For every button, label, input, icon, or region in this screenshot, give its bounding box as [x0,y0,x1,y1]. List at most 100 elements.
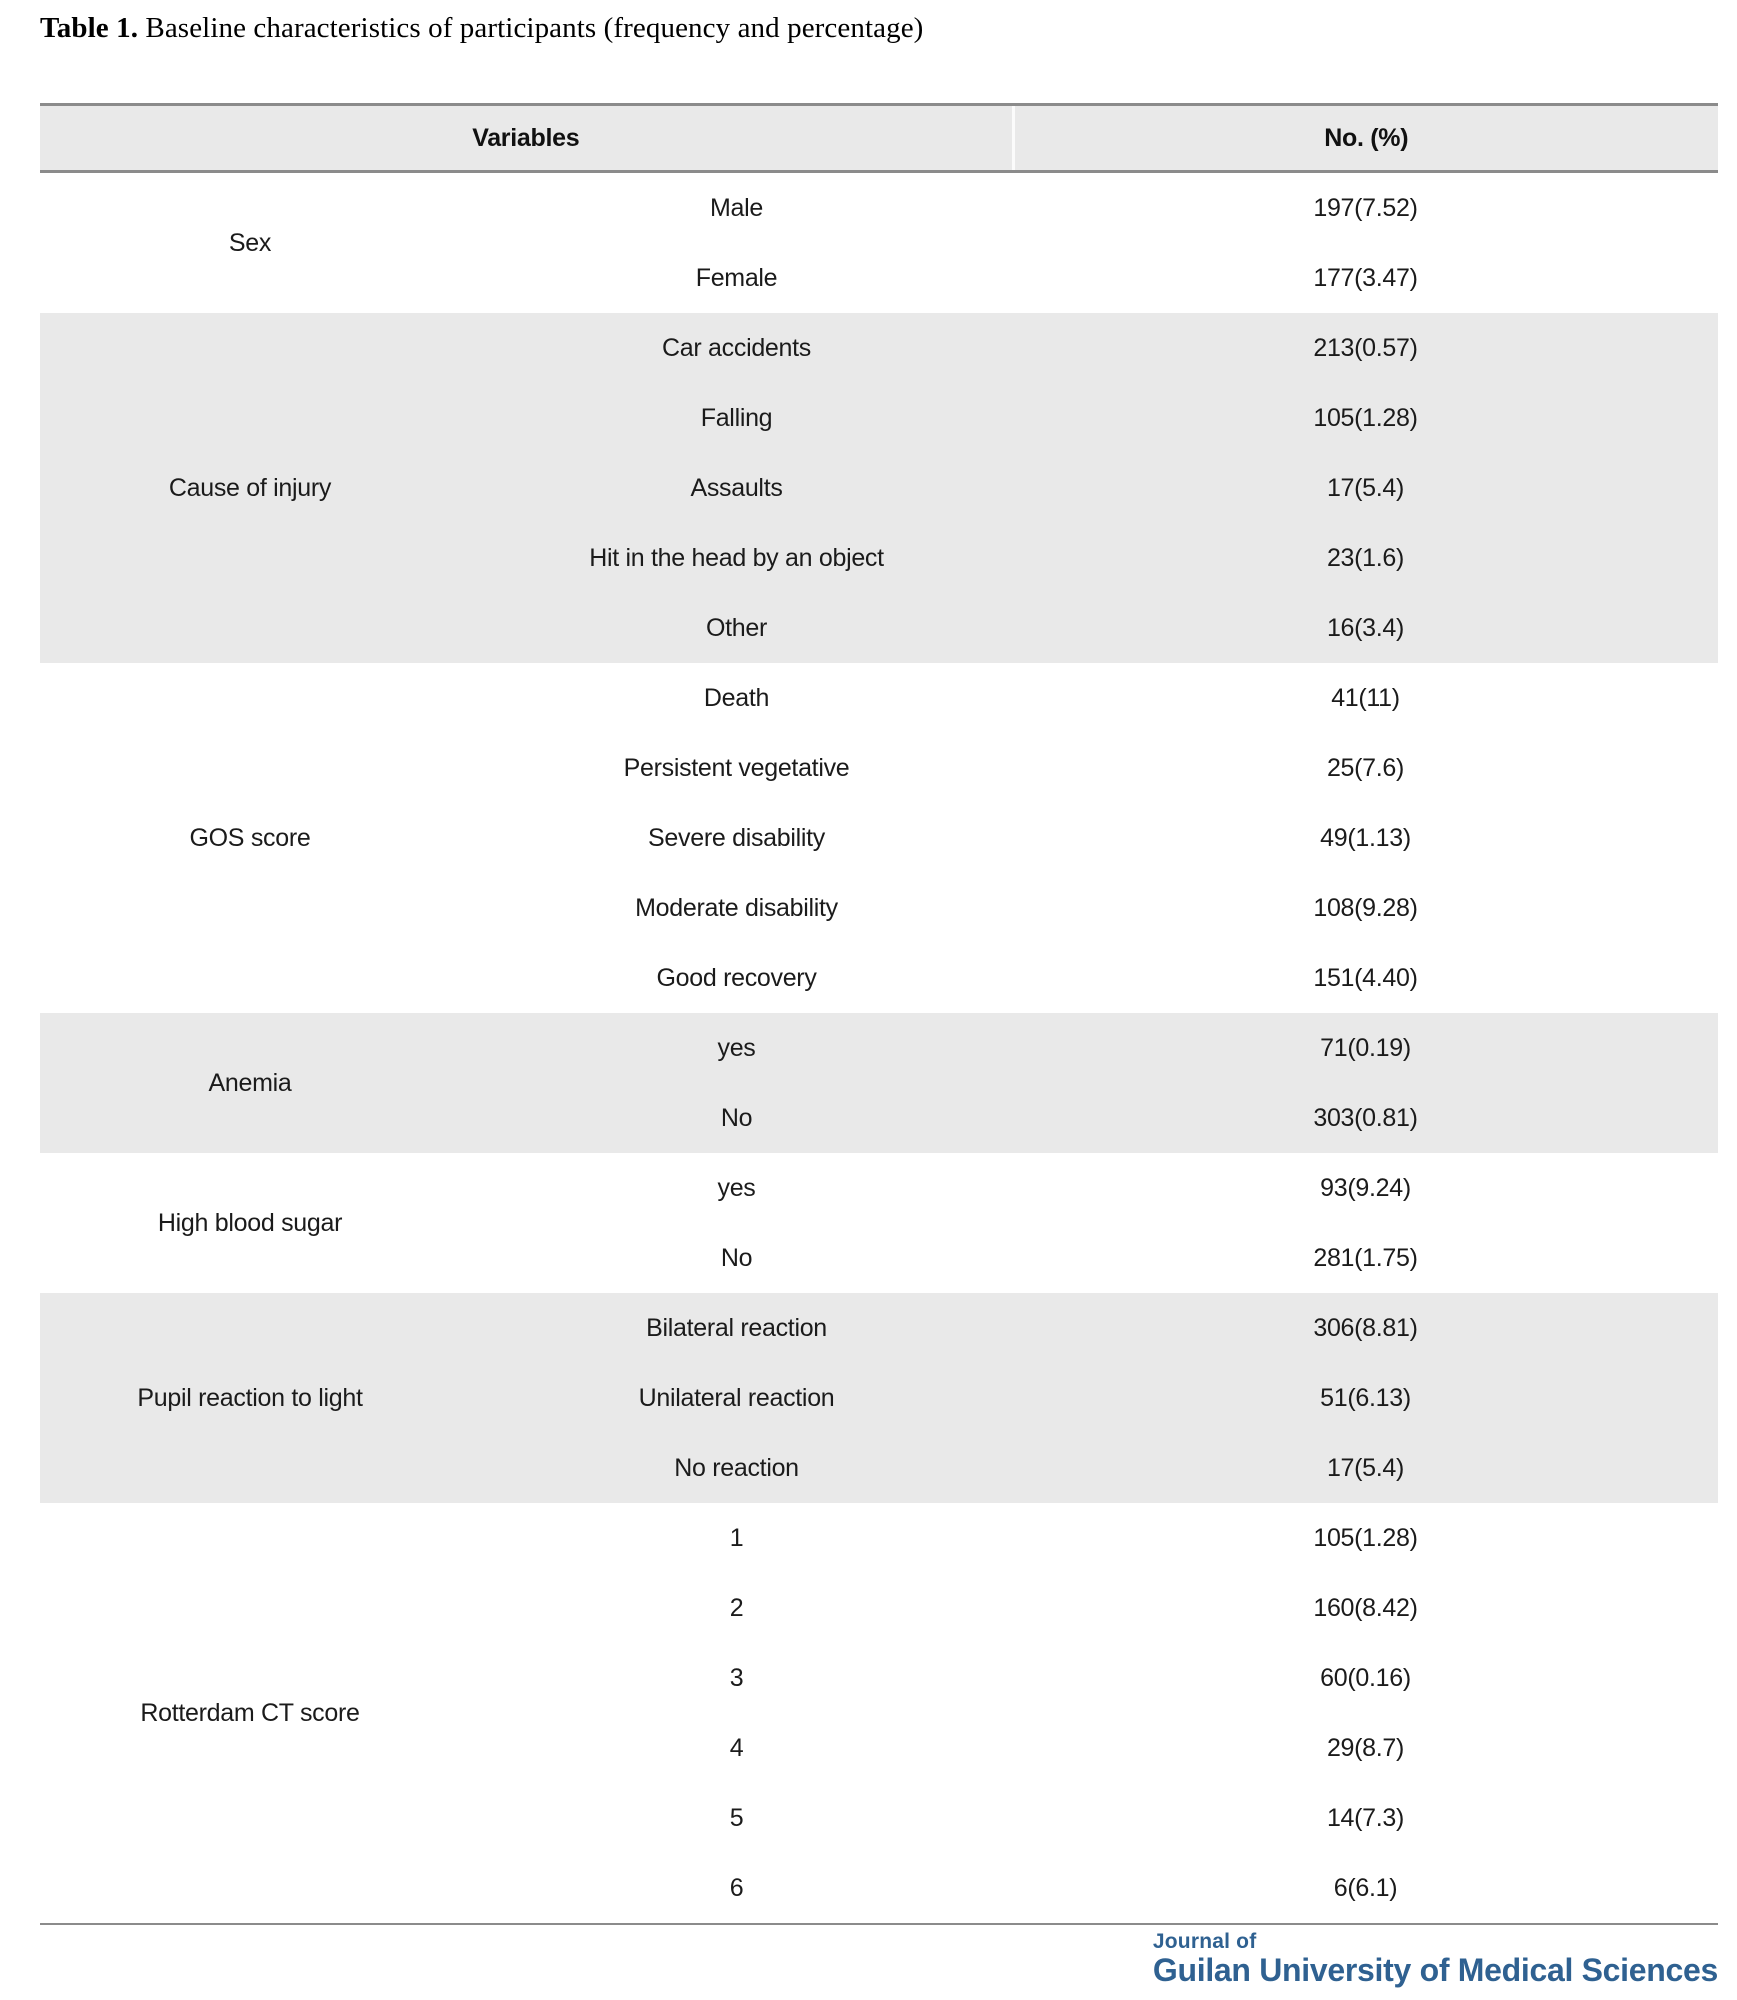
header-value: No. (%) [1011,103,1719,173]
row-value: 23(1.6) [1013,523,1719,593]
row-value: 71(0.19) [1013,1013,1719,1083]
row-value: 213(0.57) [1013,313,1719,383]
row-category: Male [460,171,1014,243]
row-value: 29(8.7) [1013,1713,1719,1783]
section-high-blood-sugar: High blood sugar yes 93(9.24) No 281(1.7… [40,1153,1719,1293]
table-row: Pupil reaction to light Bilateral reacti… [40,1293,1719,1503]
table-row: 6 6(6.1) [40,1853,1719,1924]
table-row: Cause of injury Car accidents 213(0.57) [40,313,1719,663]
row-category: No [460,1223,1014,1293]
table-row: Anemia yes 71(0.19) [40,1013,1719,1153]
row-category: yes [460,1153,1014,1223]
row-value: 306(8.81) [1013,1293,1719,1363]
baseline-characteristics-table: Variables No. (%) Sex Male 197(7.52) Fem… [40,103,1719,1925]
row-category: Car accidents [460,313,1014,383]
table-row: 5 14(7.3) [40,1783,1719,1853]
section-cause-of-injury: Cause of injury Car accidents 213(0.57) … [40,313,1719,663]
row-category: Falling [460,383,1014,453]
table-row: No 303(0.81) [40,1083,1719,1153]
row-value: 60(0.16) [1013,1643,1719,1713]
table-header: Variables No. (%) [40,103,1719,173]
table-row: Good recovery 151(4.40) [40,943,1719,1013]
table-row: No 281(1.75) [40,1223,1719,1293]
row-category: 2 [460,1573,1014,1643]
table-row: High blood sugar yes 93(9.24) [40,1153,1719,1293]
row-value: 93(9.24) [1013,1153,1719,1223]
row-category: Good recovery [460,943,1014,1013]
table-caption: Table 1. Baseline characteristics of par… [40,12,923,45]
table-row: Rotterdam CT score 1 105(1.28) [40,1503,1719,1924]
header-variables: Variables [40,103,1014,173]
row-category: 4 [460,1713,1014,1783]
row-category: No [460,1083,1014,1153]
row-category: Moderate disability [460,873,1014,943]
group-label: Rotterdam CT score [40,1503,460,1924]
table-row: Falling 105(1.28) [40,383,1719,453]
row-value: 17(5.4) [1013,1433,1719,1503]
table-row: 4 29(8.7) [40,1713,1719,1783]
section-anemia: Anemia yes 71(0.19) No 303(0.81) [40,1013,1719,1153]
row-category: Female [460,243,1014,313]
table-row: Unilateral reaction 51(6.13) [40,1363,1719,1433]
section-pupil-reaction: Pupil reaction to light Bilateral reacti… [40,1293,1719,1503]
journal-logo-line1: Journal of [1152,1930,1257,1953]
section-rotterdam-ct-score: Rotterdam CT score 1 105(1.28) 2 160(8.4… [40,1503,1719,1924]
row-value: 41(11) [1013,663,1719,733]
group-label: Sex [40,171,460,313]
table-row: Severe disability 49(1.13) [40,803,1719,873]
section-sex: Sex Male 197(7.52) Female 177(3.47) [40,171,1719,313]
row-value: 151(4.40) [1013,943,1719,1013]
row-category: 1 [460,1503,1014,1573]
row-category: yes [460,1013,1014,1083]
row-category: Hit in the head by an object [460,523,1014,593]
journal-logo-line2: Guilan University of Medical Sciences [1152,1952,1718,1989]
table-row: 2 160(8.42) [40,1573,1719,1643]
row-category: Assaults [460,453,1014,523]
table-row: Female 177(3.47) [40,243,1719,313]
row-value: 108(9.28) [1013,873,1719,943]
table-row: Moderate disability 108(9.28) [40,873,1719,943]
group-label: Pupil reaction to light [40,1293,460,1503]
row-category: Death [460,663,1014,733]
table-row: Hit in the head by an object 23(1.6) [40,523,1719,593]
row-value: 303(0.81) [1013,1083,1719,1153]
table-caption-text: Baseline characteristics of participants… [138,12,924,44]
table-row: Sex Male 197(7.52) [40,171,1719,313]
row-category: 3 [460,1643,1014,1713]
row-value: 17(5.4) [1013,453,1719,523]
row-value: 197(7.52) [1013,171,1719,243]
row-value: 16(3.4) [1013,593,1719,663]
section-gos-score: GOS score Death 41(11) Persistent vegeta… [40,663,1719,1013]
row-category: Other [460,593,1014,663]
row-category: Severe disability [460,803,1014,873]
group-label: Cause of injury [40,313,460,663]
row-value: 105(1.28) [1013,383,1719,453]
row-value: 177(3.47) [1013,243,1719,313]
table-row: 3 60(0.16) [40,1643,1719,1713]
group-label: High blood sugar [40,1153,460,1293]
row-category: 6 [460,1853,1014,1924]
row-value: 49(1.13) [1013,803,1719,873]
row-value: 105(1.28) [1013,1503,1719,1573]
group-label: Anemia [40,1013,460,1153]
row-value: 51(6.13) [1013,1363,1719,1433]
header-row: Variables No. (%) [40,103,1719,173]
table-row: Assaults 17(5.4) [40,453,1719,523]
row-value: 25(7.6) [1013,733,1719,803]
table-caption-number: Table 1. [40,12,139,44]
row-category: Persistent vegetative [460,733,1014,803]
row-category: 5 [460,1783,1014,1853]
table-row: Other 16(3.4) [40,593,1719,663]
table-row: GOS score Death 41(11) [40,663,1719,1013]
row-category: Bilateral reaction [460,1293,1014,1363]
row-value: 14(7.3) [1013,1783,1719,1853]
row-category: No reaction [460,1433,1014,1503]
row-value: 281(1.75) [1013,1223,1719,1293]
row-value: 6(6.1) [1013,1853,1719,1924]
row-value: 160(8.42) [1013,1573,1719,1643]
table-row: No reaction 17(5.4) [40,1433,1719,1503]
group-label: GOS score [40,663,460,1013]
row-category: Unilateral reaction [460,1363,1014,1433]
journal-logo: Journal of Guilan University of Medical … [1153,1930,1718,1988]
